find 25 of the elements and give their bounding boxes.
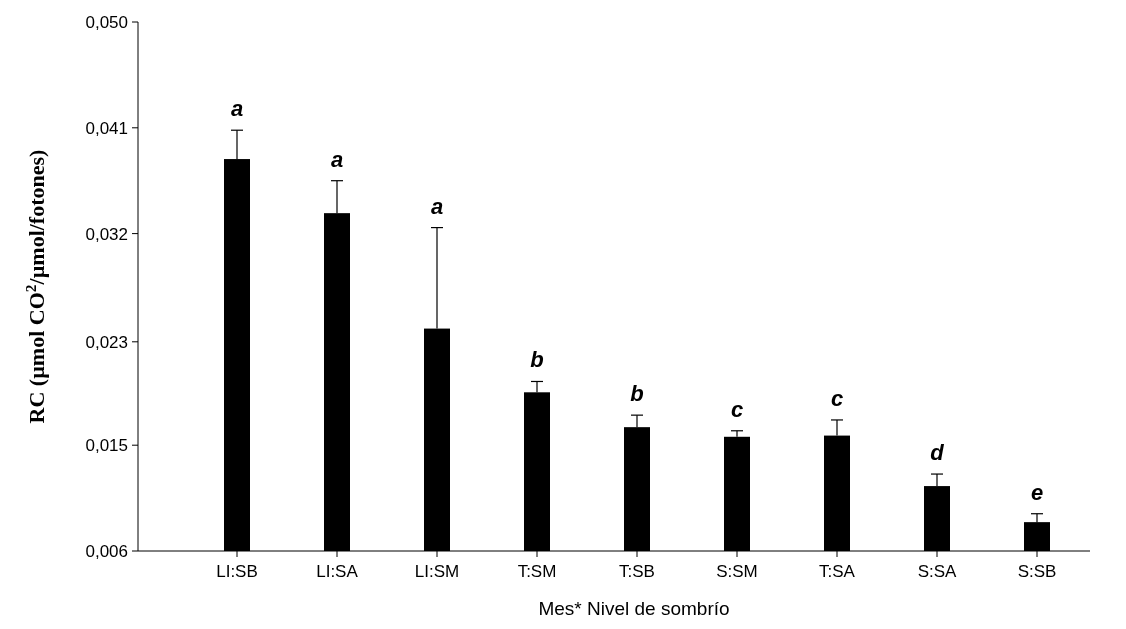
annotation: a	[330, 146, 344, 172]
x-tick-label: LI:SB	[216, 562, 258, 581]
x-tick-label: S:SM	[716, 562, 758, 581]
x-tick-label: LI:SA	[316, 562, 359, 581]
annotation: a	[430, 193, 444, 219]
x-tick-label: T:SA	[819, 562, 856, 581]
annotation: e	[1030, 479, 1044, 505]
annotation: a	[230, 96, 244, 122]
annotation: c	[730, 396, 744, 422]
x-tick-label: T:SM	[517, 562, 557, 581]
y-tick-label: 0,050	[85, 12, 128, 32]
y-tick-label: 0,006	[85, 541, 128, 561]
x-tick-label: LI:SM	[414, 562, 460, 581]
annotation: d	[930, 440, 945, 466]
x-tick-label: S:SA	[917, 562, 958, 581]
y-tick-label: 0,023	[85, 332, 128, 352]
x-tick-label: S:SB	[1017, 562, 1057, 581]
x-tick-label: T:SB	[619, 562, 655, 581]
y-tick-label: 0,015	[85, 436, 128, 456]
annotation: c	[830, 385, 844, 411]
annotation: b	[530, 347, 544, 373]
x-axis-title: Mes* Nivel de sombrío	[538, 598, 730, 619]
annotation: b	[630, 381, 644, 407]
y-tick-label: 0,032	[85, 224, 128, 244]
y-tick-label: 0,041	[85, 118, 128, 138]
